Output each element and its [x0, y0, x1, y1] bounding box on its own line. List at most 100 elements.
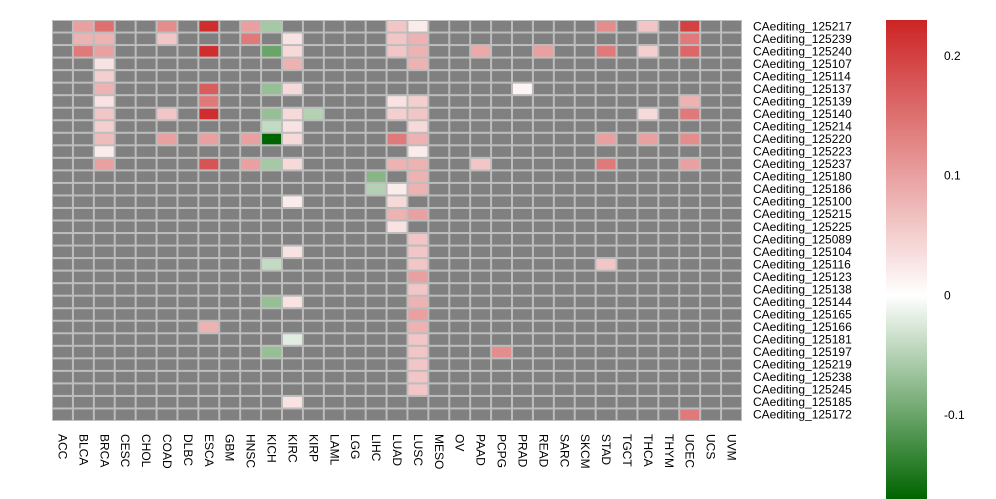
heatmap-cell	[157, 83, 177, 95]
heatmap-cell	[136, 259, 156, 270]
heatmap-cell	[554, 371, 574, 383]
heatmap-cell	[94, 183, 114, 195]
heatmap-cell	[492, 396, 511, 408]
heatmap-cell	[53, 334, 72, 345]
heatmap-cell	[73, 259, 93, 270]
heatmap-cell	[554, 46, 574, 57]
column-label: COAD	[160, 434, 174, 469]
heatmap-cell	[722, 259, 741, 270]
heatmap-cell	[53, 371, 72, 383]
heatmap-cell	[450, 96, 470, 107]
heatmap-cell	[659, 296, 679, 308]
heatmap-cell	[94, 196, 114, 207]
heatmap-cell	[324, 33, 344, 45]
heatmap-cell	[345, 409, 365, 420]
heatmap-cell	[533, 96, 553, 107]
heatmap-cell	[53, 108, 72, 120]
heatmap-cell	[701, 321, 721, 333]
heatmap-cell	[136, 146, 156, 157]
heatmap-cell	[283, 146, 302, 157]
heatmap-cell	[73, 183, 93, 195]
heatmap-cell	[220, 158, 240, 170]
heatmap-cell	[94, 58, 114, 70]
heatmap-cell	[617, 171, 637, 182]
heatmap-cell	[513, 121, 532, 132]
heatmap-cell	[429, 296, 449, 308]
heatmap-cell	[492, 208, 511, 220]
heatmap-cell	[575, 21, 595, 32]
heatmap-cell	[115, 259, 135, 270]
heatmap-cell	[387, 83, 407, 95]
heatmap-cell	[554, 183, 574, 195]
row-label: CAediting_125238	[753, 370, 852, 384]
heatmap-cell	[533, 121, 553, 132]
heatmap-cell	[136, 321, 156, 333]
heatmap-cell	[471, 196, 491, 207]
heatmap-cell	[554, 96, 574, 107]
heatmap-cell	[115, 371, 135, 383]
heatmap-cell	[596, 171, 616, 182]
heatmap-cell	[136, 96, 156, 107]
heatmap-cell	[429, 396, 449, 408]
heatmap-cell	[617, 321, 637, 333]
heatmap-cell	[345, 58, 365, 70]
heatmap-cell	[701, 71, 721, 82]
heatmap-cell	[408, 71, 428, 82]
heatmap-cell	[283, 346, 302, 358]
heatmap-cell	[575, 334, 595, 345]
heatmap-cell	[73, 133, 93, 145]
column-labels: ACC BLCA BRCA CESC CHOL COAD DLBC ESCA GBM HNSC KI…	[55, 434, 738, 469]
heatmap-cell	[387, 321, 407, 333]
heatmap-cell	[303, 121, 323, 132]
heatmap-cell	[53, 359, 72, 370]
heatmap-cell	[575, 309, 595, 320]
heatmap-cell	[617, 271, 637, 283]
heatmap-cell	[283, 46, 302, 57]
heatmap-cell	[533, 409, 553, 420]
heatmap-cell	[220, 183, 240, 195]
heatmap-cell	[722, 33, 741, 45]
heatmap-cell	[387, 146, 407, 157]
heatmap-cell	[722, 246, 741, 258]
heatmap-cell	[471, 409, 491, 420]
heatmap-cell	[471, 208, 491, 220]
heatmap-cell	[157, 196, 177, 207]
heatmap-cell	[73, 46, 93, 57]
heatmap-cell	[199, 396, 219, 408]
heatmap-cell	[533, 384, 553, 395]
heatmap-cell	[345, 96, 365, 107]
heatmap-cell	[492, 234, 511, 245]
heatmap-cell	[450, 334, 470, 345]
heatmap-cell	[262, 296, 281, 308]
heatmap-cell	[596, 221, 616, 233]
heatmap-cell	[115, 234, 135, 245]
heatmap-cells	[53, 21, 741, 420]
heatmap-cell	[617, 208, 637, 220]
heatmap-cell	[94, 396, 114, 408]
heatmap-cell	[303, 234, 323, 245]
heatmap-cell	[366, 46, 386, 57]
heatmap-cell	[680, 309, 700, 320]
heatmap-cell	[387, 71, 407, 82]
heatmap-cell	[115, 58, 135, 70]
heatmap-cell	[701, 121, 721, 132]
heatmap-cell	[283, 171, 302, 182]
column-label: ACC	[55, 434, 69, 460]
heatmap-cell	[659, 234, 679, 245]
heatmap-cell	[429, 171, 449, 182]
heatmap-cell	[492, 409, 511, 420]
heatmap-cell	[533, 196, 553, 207]
heatmap-cell	[199, 296, 219, 308]
heatmap-cell	[324, 46, 344, 57]
heatmap-cell	[471, 146, 491, 157]
heatmap-cell	[262, 346, 281, 358]
heatmap-cell	[94, 21, 114, 32]
heatmap-cell	[701, 171, 721, 182]
heatmap-cell	[366, 271, 386, 283]
heatmap-cell	[617, 384, 637, 395]
heatmap-cell	[157, 21, 177, 32]
heatmap-cell	[220, 346, 240, 358]
heatmap-cell	[408, 21, 428, 32]
heatmap-cell	[659, 133, 679, 145]
heatmap-cell	[178, 334, 198, 345]
